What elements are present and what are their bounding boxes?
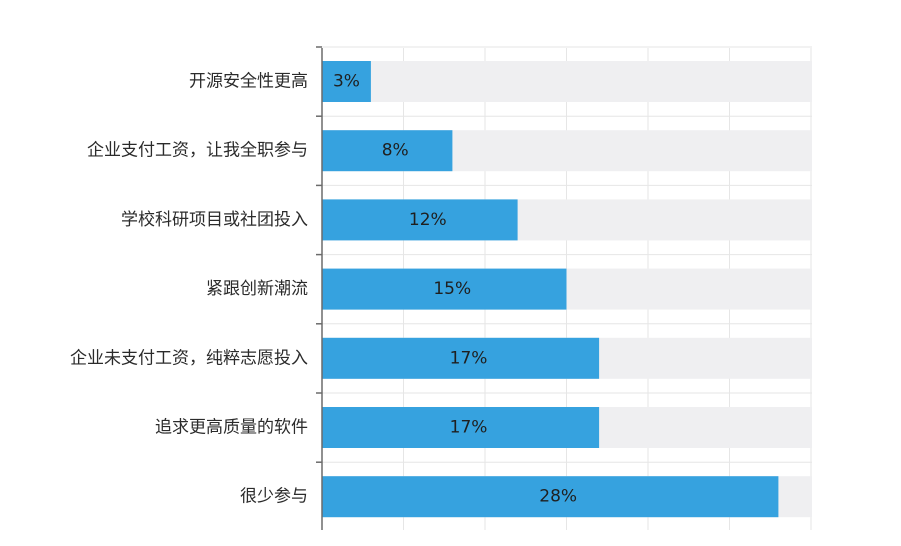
bar <box>322 337 600 379</box>
bar <box>322 130 453 172</box>
category-label: 企业支付工资，让我全职参与 <box>87 141 308 161</box>
category-label: 追求更高质量的软件 <box>155 418 308 438</box>
category-label: 紧跟创新潮流 <box>206 279 308 299</box>
value-label: 8% <box>382 141 409 161</box>
bar <box>322 199 518 241</box>
value-label: 17% <box>450 348 488 368</box>
value-label: 3% <box>333 72 360 92</box>
category-label: 学校科研项目或社团投入 <box>121 210 308 230</box>
y-axis <box>316 46 323 530</box>
value-label: 17% <box>450 418 488 438</box>
bar <box>322 476 779 518</box>
bar <box>322 61 371 102</box>
bar <box>322 407 600 448</box>
bar-track <box>322 61 812 102</box>
category-label: 企业未支付工资，纯粹志愿投入 <box>70 348 308 368</box>
category-label: 开源安全性更高 <box>189 72 308 92</box>
category-labels: 开源安全性更高企业支付工资，让我全职参与学校科研项目或社团投入紧跟创新潮流企业未… <box>70 72 308 507</box>
category-label: 很少参与 <box>240 487 308 507</box>
value-label: 28% <box>539 487 577 507</box>
bars <box>322 61 779 518</box>
value-label: 15% <box>433 279 471 299</box>
value-label: 12% <box>409 210 447 230</box>
bar <box>322 268 567 310</box>
value-labels: 3% 8% 12% 15% 17% 17% 28% <box>333 72 577 507</box>
